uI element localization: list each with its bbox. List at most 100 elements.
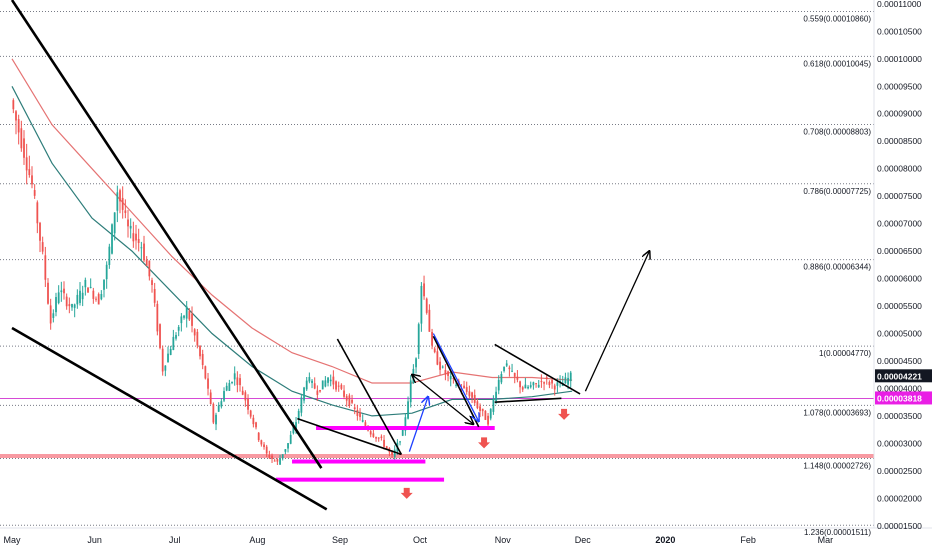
candle [65, 296, 68, 307]
candle [153, 288, 156, 303]
candle [564, 377, 567, 384]
candle [500, 373, 503, 383]
candle [241, 390, 244, 395]
candle [44, 255, 47, 280]
fib-label-0: 0.559(0.00010860) [803, 15, 871, 24]
sep-breakout-arrow [408, 397, 428, 452]
candle [167, 353, 169, 363]
candle [97, 294, 100, 305]
candle [209, 392, 212, 405]
drawings [10, 0, 649, 511]
candle [76, 294, 79, 305]
falling-resistance-line [10, 0, 323, 469]
y-tick-label-17: 0.00010000 [877, 54, 922, 64]
y-tick-label-5: 0.00004000 [877, 383, 922, 393]
candle [191, 313, 193, 326]
y-tick-label-14: 0.00008500 [877, 136, 922, 146]
candle [121, 197, 124, 210]
candle [495, 391, 497, 402]
fib-label-5: 1(0.00004770) [819, 349, 871, 358]
fib-label-2: 0.708(0.00008803) [803, 128, 871, 137]
candle [503, 366, 505, 371]
candle [399, 441, 401, 443]
down-marker-dec [558, 408, 571, 420]
price-tag-1: 0.00003818 [875, 391, 932, 405]
y-tick-label-9: 0.00006000 [877, 274, 922, 284]
candle [327, 377, 329, 383]
candle [439, 361, 441, 370]
candle [481, 408, 484, 412]
candle [95, 298, 97, 300]
candle [353, 407, 356, 409]
candle [265, 446, 268, 454]
candle [356, 409, 359, 416]
candle [49, 305, 52, 324]
y-tick-label-10: 0.00006500 [877, 246, 922, 256]
candle [521, 387, 524, 390]
price-tag-label: 0.00003818 [877, 393, 922, 403]
candle [172, 336, 175, 350]
candle [316, 390, 319, 395]
candle [20, 128, 23, 149]
candle [239, 378, 241, 386]
candle [71, 303, 73, 308]
fib-label-4: 0.886(0.00006344) [803, 263, 871, 272]
candle [383, 439, 385, 447]
x-tick-label-10: Mar [818, 535, 834, 545]
candle [516, 376, 519, 380]
candle [529, 385, 532, 388]
candle [308, 377, 311, 382]
candle [361, 420, 364, 422]
candle [161, 348, 164, 372]
y-tick-label-12: 0.00007500 [877, 191, 922, 201]
candle [340, 384, 343, 389]
candle [25, 157, 28, 171]
candle [487, 415, 489, 425]
price-axis[interactable]: 0.00001500 0.00002000 0.00002500 0.00003000… [877, 0, 922, 531]
candle [375, 437, 377, 439]
y-tick-label-13: 0.00008000 [877, 164, 922, 174]
y-tick-label-7: 0.00005000 [877, 329, 922, 339]
candle [471, 392, 473, 398]
magenta-zone-lower [276, 477, 445, 482]
candle [185, 306, 188, 319]
candle [281, 454, 284, 459]
candle [79, 290, 81, 303]
candle [236, 377, 239, 385]
y-tick-label-16: 0.00009500 [877, 81, 922, 91]
y-tick-label-19: 0.00011000 [877, 0, 922, 9]
candle [436, 351, 439, 365]
candle [311, 380, 313, 383]
candle [484, 410, 487, 420]
candle [359, 412, 361, 417]
candle [12, 100, 15, 110]
candle [244, 392, 247, 401]
candle [212, 404, 215, 423]
candle [108, 246, 111, 265]
candle [60, 290, 63, 293]
candle [420, 285, 423, 324]
ma-slow-line [11, 86, 573, 417]
down-marker-oct [400, 487, 413, 499]
candle [23, 138, 25, 158]
candle [415, 358, 417, 368]
y-tick-label-11: 0.00007000 [877, 219, 922, 229]
candle [199, 346, 201, 357]
candle [63, 288, 65, 294]
time-axis[interactable]: May Jun Jul Aug Sep Oct Nov Dec 2020 Feb Mar [3, 535, 833, 545]
candle [300, 397, 303, 413]
candle [233, 373, 236, 380]
candle [385, 446, 388, 449]
projection-arrow [584, 251, 649, 392]
candle [489, 408, 492, 419]
candle [289, 434, 292, 444]
candle [468, 391, 471, 397]
candle [348, 395, 351, 406]
candle [321, 380, 324, 390]
candle [183, 315, 185, 318]
y-tick-label-3: 0.00003000 [877, 438, 922, 448]
candle [465, 387, 468, 392]
candle [124, 210, 127, 213]
